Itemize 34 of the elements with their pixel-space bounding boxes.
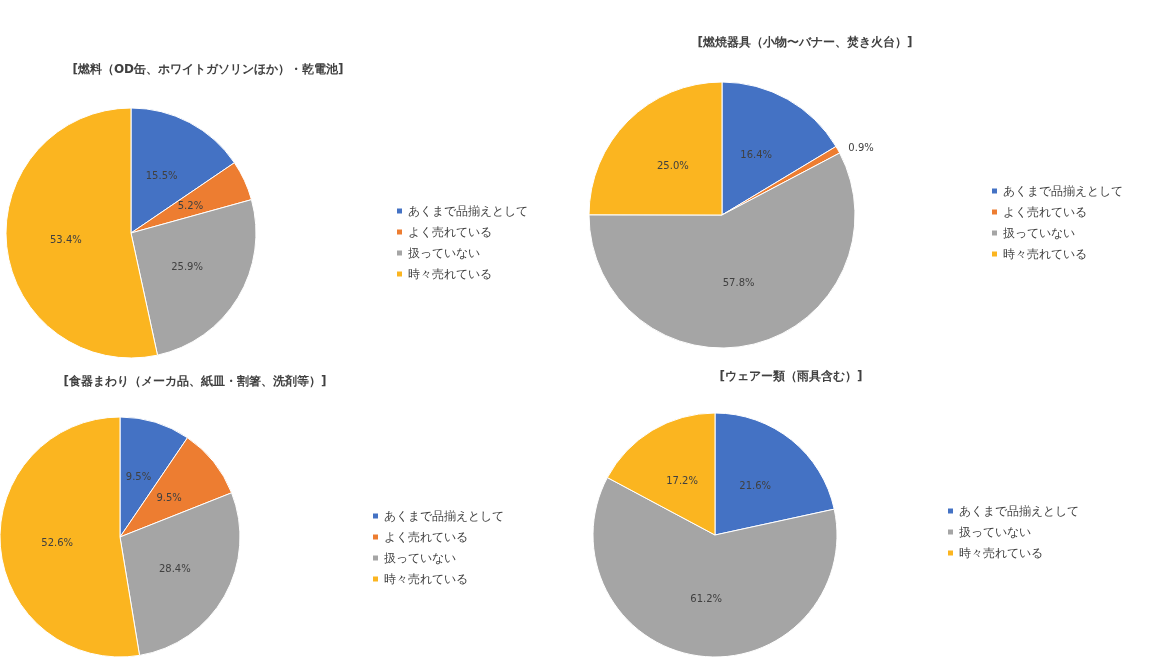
legend-label: よく売れている	[1003, 205, 1087, 219]
data-label: 0.9%	[848, 142, 874, 154]
legend-label: 扱っていない	[1003, 226, 1075, 240]
data-label: 57.8%	[722, 276, 755, 288]
legend-label: あくまで品揃えとして	[408, 204, 528, 218]
data-label: 21.6%	[739, 479, 772, 491]
chart-title: [燃焼器具（小物〜バナー、焚き火台）]	[697, 35, 913, 49]
legend-label: 扱っていない	[384, 551, 456, 565]
data-label: 25.0%	[657, 160, 689, 172]
legend-label: あくまで品揃えとして	[384, 509, 504, 523]
legend-label: 時々売れている	[384, 572, 468, 586]
data-label: 61.2%	[690, 592, 723, 604]
data-label: 15.5%	[145, 169, 178, 181]
data-label: 17.2%	[666, 474, 698, 486]
legend-label: よく売れている	[408, 225, 492, 239]
data-label: 52.6%	[41, 536, 74, 548]
data-label: 25.9%	[171, 261, 203, 273]
legend-label: 時々売れている	[1003, 247, 1087, 261]
data-label: 9.5%	[125, 471, 152, 483]
chart-title: [ウェアー類（雨具含む）]	[719, 369, 863, 383]
data-label: 16.4%	[740, 149, 773, 160]
legend-label: あくまで品揃えとして	[959, 504, 1079, 518]
chart-title: [燃料（OD缶、ホワイトガソリンほか）・乾電池]	[72, 62, 344, 76]
legend-label: あくまで品揃えとして	[1003, 184, 1123, 198]
data-label: 53.4%	[49, 234, 82, 246]
legend-label: 時々売れている	[408, 267, 492, 281]
legend-label: よく売れている	[384, 530, 468, 544]
chart-title: [食器まわり（メーカ品、紙皿・割箸、洗剤等）]	[63, 374, 327, 388]
data-label: 5.2%	[177, 199, 204, 211]
legend-label: 時々売れている	[959, 546, 1043, 560]
legend-label: 扱っていない	[959, 525, 1031, 539]
data-label: 9.5%	[156, 492, 182, 504]
data-label: 28.4%	[158, 562, 191, 574]
legend-label: 扱っていない	[408, 246, 480, 260]
